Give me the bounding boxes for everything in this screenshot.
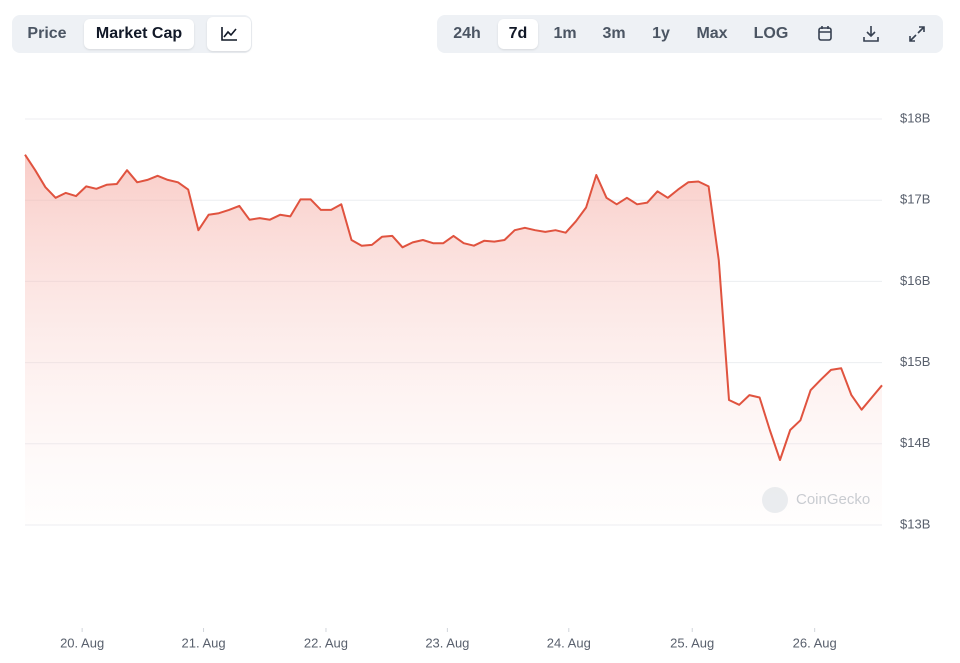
market-cap-line <box>24 154 883 461</box>
range-24h[interactable]: 24h <box>453 25 481 42</box>
range-1m[interactable]: 1m <box>553 25 577 42</box>
log-toggle[interactable]: LOG <box>753 25 789 42</box>
y-tick-label: $16B <box>900 273 930 288</box>
range-3m[interactable]: 3m <box>602 25 626 42</box>
range-7d[interactable]: 7d <box>498 19 538 49</box>
y-tick-label: $14B <box>900 435 930 450</box>
y-tick-label: $18B <box>900 110 930 125</box>
area-fill <box>25 154 882 525</box>
range-toolbar: 24h 7d 1m 3m 1y Max LOG <box>437 15 943 53</box>
range-max[interactable]: Max <box>696 25 728 42</box>
x-tick-label: 20. Aug <box>60 635 104 650</box>
price-button[interactable]: Price <box>27 25 67 42</box>
x-tick-label: 24. Aug <box>547 635 591 650</box>
market-cap-button[interactable]: Market Cap <box>84 19 194 49</box>
plot: $18B $17B $16B $15B $14B $13B 20. Aug 21. Aug 22… <box>24 110 930 650</box>
x-tick-label: 25. Aug <box>670 635 714 650</box>
fullscreen-button[interactable] <box>905 23 929 45</box>
download-button[interactable] <box>859 23 883 45</box>
line-icon <box>221 27 237 41</box>
y-tick-label: $15B <box>900 354 930 369</box>
x-tick-label: 23. Aug <box>425 635 469 650</box>
calendar-button[interactable] <box>813 23 837 45</box>
x-tick-label: 26. Aug <box>793 635 837 650</box>
watermark: CoinGecko <box>762 487 870 513</box>
range-1y[interactable]: 1y <box>652 25 670 42</box>
x-tick-label: 21. Aug <box>181 635 225 650</box>
watermark-text: CoinGecko <box>796 491 870 508</box>
y-tick-label: $13B <box>900 516 930 531</box>
chart-type-button[interactable] <box>207 17 251 51</box>
y-tick-label: $17B <box>900 192 930 207</box>
x-tick-label: 22. Aug <box>304 635 348 650</box>
